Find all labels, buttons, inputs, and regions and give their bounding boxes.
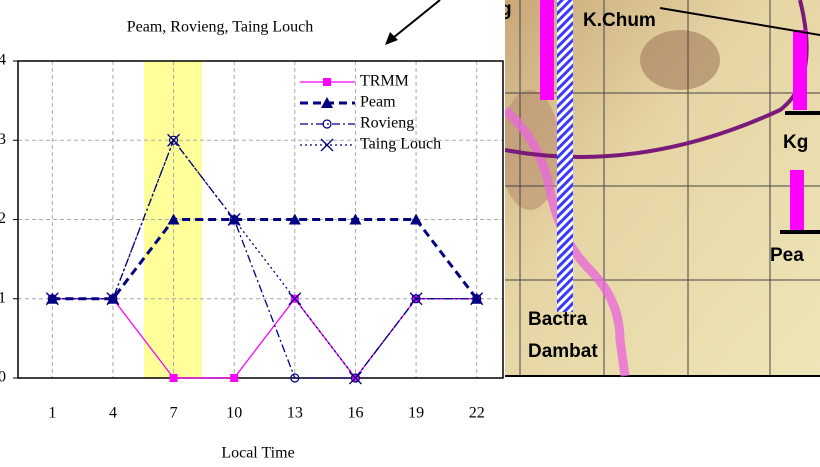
- map-label: Pea: [770, 245, 804, 266]
- marker: [230, 374, 238, 382]
- x-tick-label: 22: [469, 405, 485, 422]
- y-tick-label: 4: [0, 52, 6, 69]
- chart-title: Peam, Rovieng, Taing Louch: [127, 19, 314, 36]
- map: g K.Chum Kg Pea Bactra Dambat: [500, 0, 820, 376]
- chart: g K.Chum Kg Pea Bactra Dambat Peam, Rovi…: [0, 0, 820, 462]
- legend-label: Rovieng: [360, 115, 414, 132]
- y-tick-label: 1: [0, 289, 6, 306]
- x-tick-label: 16: [347, 405, 363, 422]
- x-axis-label: Local Time: [221, 445, 294, 462]
- map-label: Bactra: [528, 309, 588, 330]
- legend-label: Peam: [360, 94, 396, 111]
- map-bar: [790, 170, 804, 230]
- x-tick-label: 10: [226, 405, 242, 422]
- y-tick-label: 2: [0, 210, 6, 227]
- map-label: Dambat: [528, 341, 598, 362]
- x-tick-label: 7: [170, 405, 178, 422]
- marker: [170, 374, 178, 382]
- map-bar: [793, 30, 807, 110]
- y-tick-label: 0: [0, 369, 6, 386]
- map-label: Kg: [783, 132, 808, 153]
- chart-background: [0, 0, 505, 462]
- legend-marker: [323, 78, 331, 86]
- map-bar: [540, 0, 554, 100]
- page: g K.Chum Kg Pea Bactra Dambat Peam, Rovi…: [0, 0, 820, 462]
- x-tick-label: 19: [408, 405, 424, 422]
- map-relief: [640, 30, 720, 90]
- map-bar: [557, 0, 573, 312]
- x-tick-label: 13: [287, 405, 303, 422]
- map-label: K.Chum: [583, 10, 656, 31]
- y-tick-label: 3: [0, 131, 6, 148]
- legend-label: Taing Louch: [360, 136, 441, 153]
- legend-label: TRMM: [360, 73, 409, 90]
- x-tick-label: 4: [109, 405, 117, 422]
- x-tick-label: 1: [48, 405, 56, 422]
